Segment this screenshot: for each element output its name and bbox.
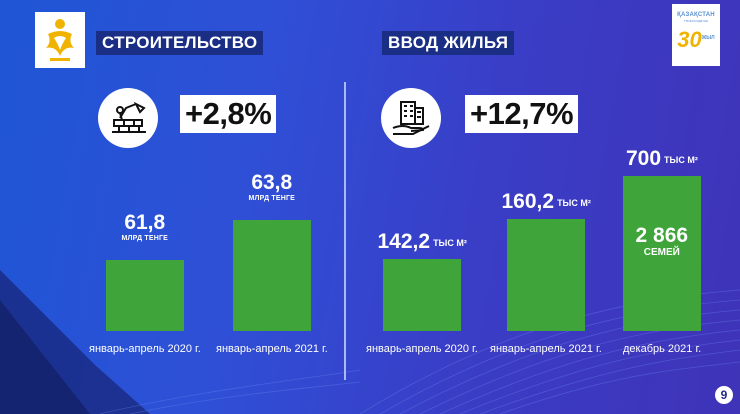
bar-housing-dec-2021: [623, 176, 701, 331]
data-label-construction-2020: 61,8 МЛРД ТЕНГЕ: [121, 211, 169, 243]
housing-growth: +12,7%: [465, 95, 579, 133]
anniversary-logo-line2: ТӘУЕЛСІЗДІГІНЕ: [683, 19, 709, 23]
data-label-construction-2021: 63,8 МЛРД ТЕНГЕ: [248, 171, 296, 203]
page-number: 9: [715, 386, 733, 404]
category-label-housing-dec-2021: декабрь 2021 г.: [623, 343, 702, 355]
construction-growth: +2,8%: [180, 95, 277, 133]
category-label-construction-2020: январь-апрель 2020 г.: [89, 343, 201, 355]
bar-construction-2020: [106, 260, 184, 331]
buildings-hand-icon: [392, 101, 430, 135]
category-label-construction-2021: январь-апрель 2021 г.: [216, 343, 328, 355]
section-divider: [344, 82, 346, 380]
data-label-housing-2021: 160,2 ТЫС М²: [501, 190, 591, 213]
housing-title: ВВОД ЖИЛЬЯ: [382, 31, 515, 55]
bar-housing-2021: [507, 219, 585, 331]
housing-icon-circle: [381, 88, 441, 148]
bar-construction-2021: [233, 220, 311, 331]
category-label-housing-2021: январь-апрель 2021 г.: [490, 343, 602, 355]
construction-icon-circle: [98, 88, 158, 148]
category-label-housing-2020: январь-апрель 2020 г.: [366, 343, 478, 355]
emblem-logo: [35, 12, 85, 68]
bar-housing-2020: [383, 259, 461, 331]
data-label-housing-2020: 142,2 ТЫС М²: [377, 230, 467, 253]
anniversary-logo-number: 30ЖЫЛ: [677, 27, 715, 52]
families-label: 2 866 СЕМЕЙ: [635, 224, 689, 259]
construction-title: СТРОИТЕЛЬСТВО: [96, 31, 264, 55]
construction-icon: [112, 101, 146, 133]
data-label-housing-dec-2021: 700 ТЫС М²: [626, 147, 698, 170]
anniversary-logo-line1: ҚАЗАҚСТАН: [677, 12, 715, 18]
snow-leopard-emblem-icon: [46, 19, 74, 61]
anniversary-logo: ҚАЗАҚСТАН ТӘУЕЛСІЗДІГІНЕ 30ЖЫЛ: [672, 4, 720, 66]
